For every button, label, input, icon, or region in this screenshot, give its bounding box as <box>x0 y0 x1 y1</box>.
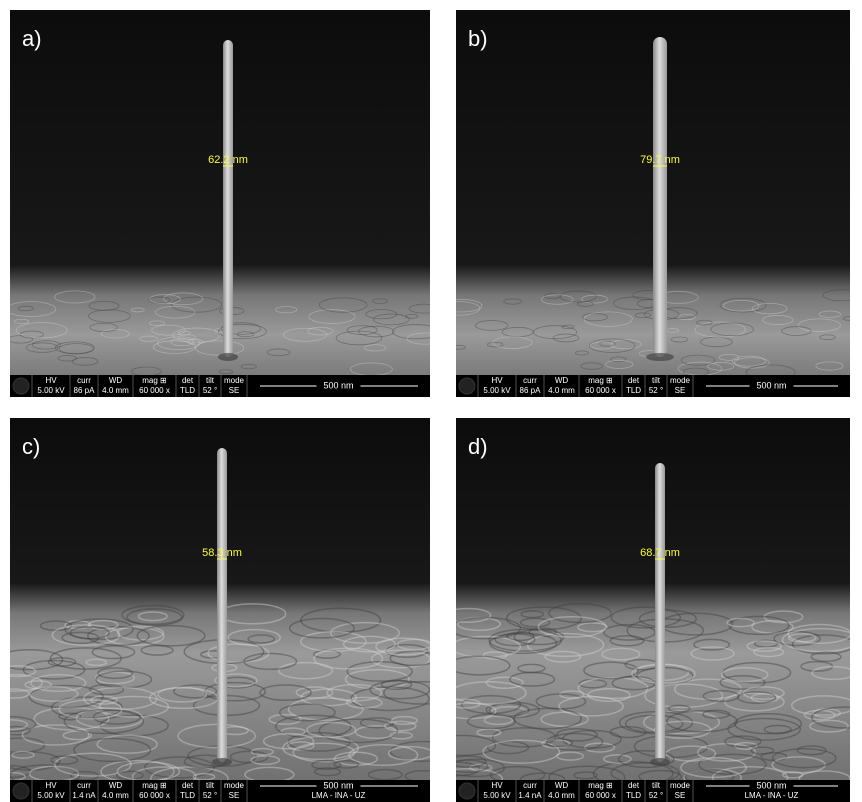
info-name: mode <box>224 781 245 790</box>
info-value: 4.0 mm <box>102 791 129 800</box>
info-value: TLD <box>626 386 641 395</box>
info-value: SE <box>675 386 686 395</box>
logo <box>13 378 29 394</box>
measurement-label: 68.7 nm <box>640 547 680 559</box>
background <box>456 418 850 802</box>
info-name: mag ⊞ <box>588 376 613 385</box>
info-value: 52 ° <box>649 791 663 800</box>
nanopillar <box>655 463 665 762</box>
info-value: TLD <box>180 791 195 800</box>
info-value: 5.00 kV <box>483 791 511 800</box>
info-value: 5.00 kV <box>37 791 65 800</box>
scale-label: 500 nm <box>323 780 353 790</box>
info-value: 60 000 x <box>585 386 616 395</box>
info-name: det <box>628 376 640 385</box>
info-name: mode <box>670 781 691 790</box>
info-value: 4.0 mm <box>548 386 575 395</box>
info-name: tilt <box>652 781 661 790</box>
info-name: curr <box>523 376 537 385</box>
info-name: HV <box>491 781 503 790</box>
info-value: SE <box>229 386 240 395</box>
info-name: WD <box>109 376 123 385</box>
info-name: WD <box>109 781 123 790</box>
info-value: 52 ° <box>203 791 217 800</box>
info-name: HV <box>45 781 57 790</box>
info-value: SE <box>675 791 686 800</box>
info-name: curr <box>523 781 537 790</box>
info-value: TLD <box>626 791 641 800</box>
info-name: mode <box>224 376 245 385</box>
info-value: 52 ° <box>649 386 663 395</box>
info-name: tilt <box>652 376 661 385</box>
info-name: curr <box>77 376 91 385</box>
info-value: SE <box>229 791 240 800</box>
scale-label: 500 nm <box>756 780 786 790</box>
panel-label: c) <box>22 434 40 459</box>
info-name: curr <box>77 781 91 790</box>
lab-label: LMA - INA - UZ <box>745 791 799 800</box>
info-value: 5.00 kV <box>483 386 511 395</box>
panel-label: b) <box>468 26 488 51</box>
logo <box>459 378 475 394</box>
info-name: HV <box>491 376 503 385</box>
pillar-base <box>650 758 670 766</box>
info-value: 5.00 kV <box>37 386 65 395</box>
panel-label: d) <box>468 434 488 459</box>
info-value: 60 000 x <box>139 791 170 800</box>
scale-label: 500 nm <box>756 380 786 390</box>
nanopillar <box>653 37 667 357</box>
info-name: tilt <box>206 376 215 385</box>
nanopillar <box>217 448 227 762</box>
scale-label: 500 nm <box>323 380 353 390</box>
info-name: det <box>182 781 194 790</box>
info-value: 1.4 nA <box>518 791 542 800</box>
logo <box>13 783 29 799</box>
sem-image: 79.7 nm b) HV5.00 kV curr86 pA WD4.0 mm mag ⊞… <box>456 10 850 397</box>
info-name: WD <box>555 781 569 790</box>
info-name: WD <box>555 376 569 385</box>
info-value: 60 000 x <box>139 386 170 395</box>
lab-label: LMA - INA - UZ <box>312 791 366 800</box>
measurement-label: 58.3 nm <box>202 547 242 559</box>
info-name: mag ⊞ <box>142 376 167 385</box>
logo <box>459 783 475 799</box>
info-name: mag ⊞ <box>142 781 167 790</box>
info-value: 60 000 x <box>585 791 616 800</box>
pillar-base <box>646 353 674 361</box>
figure: 62.2 nma)HV5.00 kVcurr86 pAWD4.0 mmmag ⊞… <box>0 0 862 802</box>
nanopillar <box>223 40 233 357</box>
info-name: det <box>182 376 194 385</box>
info-value: 1.4 nA <box>72 791 96 800</box>
info-name: det <box>628 781 640 790</box>
info-name: mag ⊞ <box>588 781 613 790</box>
info-value: 4.0 mm <box>102 386 129 395</box>
measurement-label: 79.7 nm <box>640 154 680 166</box>
panel-label: a) <box>22 26 42 51</box>
info-value: 52 ° <box>203 386 217 395</box>
pillar-base <box>218 353 238 361</box>
info-name: HV <box>45 376 57 385</box>
measurement-label: 62.2 nm <box>208 154 248 166</box>
info-value: TLD <box>180 386 195 395</box>
info-name: tilt <box>206 781 215 790</box>
background <box>10 10 430 397</box>
info-value: 4.0 mm <box>548 791 575 800</box>
pillar-base <box>212 758 232 766</box>
sem-image: 58.3 nm c) HV5.00 kV curr1.4 nA WD4.0 mm mag … <box>10 418 430 802</box>
info-value: 86 pA <box>520 386 542 395</box>
info-value: 86 pA <box>74 386 96 395</box>
info-name: mode <box>670 376 691 385</box>
